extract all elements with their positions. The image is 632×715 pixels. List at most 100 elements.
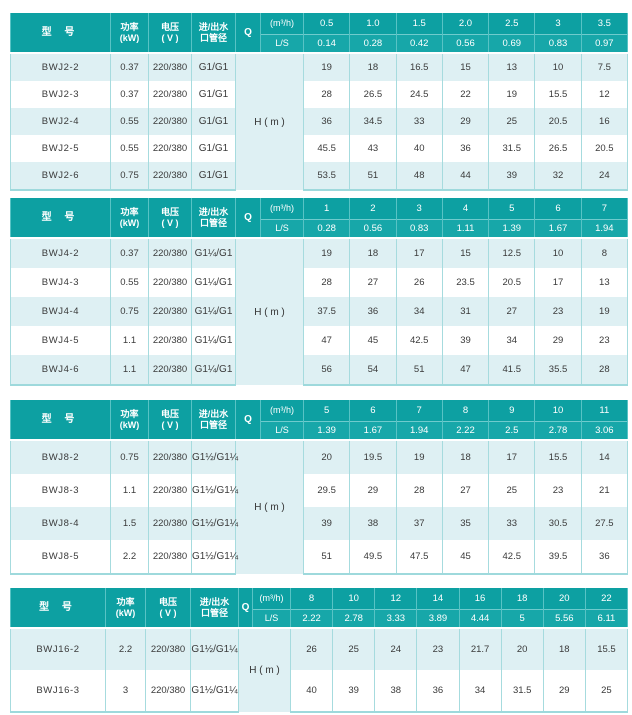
pipe-cell: G1/G1	[191, 135, 236, 162]
head-value-cell: 40	[395, 135, 443, 162]
head-value-cell: 24	[374, 627, 418, 670]
ls-value: 0.97	[580, 34, 629, 53]
head-value-cell: 34	[458, 670, 502, 713]
pipe-cell: G1½/G1¼	[190, 670, 239, 713]
head-value-cell: 25	[332, 627, 376, 670]
head-value-cell: 34	[488, 326, 536, 355]
head-value-cell: 29	[441, 108, 490, 135]
flow-value: 8	[289, 588, 334, 610]
head-value-cell: 15	[441, 52, 490, 81]
flow-value: 11	[580, 400, 629, 422]
voltage-cell: 220/380	[148, 268, 192, 297]
flow-value: 10	[332, 588, 376, 610]
power-cell: 0.37	[110, 52, 149, 81]
voltage-cell: 220/380	[145, 627, 191, 670]
flow-value: 2.0	[441, 13, 490, 35]
table-row: BWJ2-5 0.55 220/380 G1/G1 45.5 43 40 36 31.5 26.5…	[10, 135, 629, 162]
voltage-cell: 220/380	[148, 52, 192, 81]
head-value-cell: 42.5	[488, 540, 536, 575]
model-cell: BWJ8-3	[10, 474, 111, 507]
head-value-cell: 36	[441, 135, 490, 162]
model-cell: BWJ4-6	[10, 355, 111, 386]
ls-value: 5.56	[542, 609, 586, 628]
head-value-cell: 23	[534, 297, 582, 326]
table-row: BWJ8-5 2.2 220/380 G1½/G1¼ 51 49.5 47.5 45 42.5 3…	[10, 540, 629, 575]
ls-value: 1.39	[488, 219, 536, 238]
head-value-cell: 29	[349, 474, 397, 507]
flow-value: 16	[458, 588, 502, 610]
ls-value: 0.42	[395, 34, 443, 53]
model-cell: BWJ8-4	[10, 507, 111, 540]
head-value-cell: 8	[580, 237, 629, 268]
flow-value: 9	[488, 400, 536, 422]
pipe-cell: G1½/G1¼	[191, 439, 238, 474]
head-value-cell: 53.5	[302, 162, 351, 191]
head-value-cell: 44	[441, 162, 490, 191]
voltage-cell: 220/380	[148, 355, 192, 386]
head-value-cell: 36	[580, 540, 629, 575]
flow-value: 8	[441, 400, 490, 422]
head-value-cell: 31.5	[488, 135, 536, 162]
flow-value: 5	[302, 400, 351, 422]
head-value-cell: 25	[488, 474, 536, 507]
head-value-cell: 19	[395, 439, 443, 474]
flow-value: 6	[349, 400, 397, 422]
col-header-q: Q	[235, 400, 261, 440]
head-value-cell: 18	[542, 627, 586, 670]
pipe-cell: G1/G1	[191, 81, 236, 108]
model-cell: BWJ4-2	[10, 237, 111, 268]
head-value-cell: 19	[488, 81, 536, 108]
voltage-cell: 220/380	[148, 540, 192, 575]
power-cell: 1.1	[110, 355, 149, 386]
col-header-model: 型 号	[10, 198, 111, 238]
head-value-cell: 20	[302, 439, 351, 474]
ls-value: 4.44	[458, 609, 502, 628]
head-unit-cell: H ( m )	[235, 237, 304, 385]
head-value-cell: 38	[349, 507, 397, 540]
head-value-cell: 39	[488, 162, 536, 191]
head-value-cell: 19	[302, 237, 351, 268]
head-value-cell: 26	[289, 627, 334, 670]
flow-value: 7	[580, 198, 629, 220]
pipe-cell: G1¼/G1	[191, 237, 236, 268]
head-value-cell: 45	[349, 326, 397, 355]
ls-value: 3.89	[416, 609, 460, 628]
ls-value: 1.39	[302, 421, 351, 440]
head-value-cell: 36	[349, 297, 397, 326]
voltage-cell: 220/380	[145, 670, 191, 713]
ls-value: 0.56	[349, 219, 397, 238]
power-cell: 1.1	[110, 474, 149, 507]
head-unit-cell: H ( m )	[235, 439, 304, 574]
ls-value: 0.69	[488, 34, 536, 53]
voltage-cell: 220/380	[148, 162, 192, 191]
flow-value: 1.0	[349, 13, 397, 35]
head-value-cell: 42.5	[395, 326, 443, 355]
head-value-cell: 47	[302, 326, 351, 355]
col-header-voltage: 电压( V )	[148, 400, 192, 440]
pipe-cell: G1¼/G1	[191, 268, 236, 297]
flow-value: 14	[416, 588, 460, 610]
head-value-cell: 21.7	[458, 627, 502, 670]
head-value-cell: 29.5	[302, 474, 351, 507]
flow-value: 4	[441, 198, 490, 220]
col-header-model: 型 号	[10, 400, 111, 440]
flow-unit-label: (m³/h)	[260, 400, 304, 422]
power-cell: 0.55	[110, 135, 149, 162]
head-value-cell: 17	[534, 268, 582, 297]
ls-value: 3.06	[580, 421, 629, 440]
model-cell: BWJ4-4	[10, 297, 111, 326]
head-value-cell: 49.5	[349, 540, 397, 575]
power-cell: 0.37	[110, 81, 149, 108]
head-value-cell: 26.5	[534, 135, 582, 162]
head-value-cell: 25	[488, 108, 536, 135]
voltage-cell: 220/380	[148, 507, 192, 540]
ls-unit-label: L/S	[260, 219, 304, 238]
pipe-cell: G1/G1	[191, 108, 236, 135]
model-cell: BWJ2-6	[10, 162, 111, 191]
head-value-cell: 43	[349, 135, 397, 162]
head-value-cell: 32	[534, 162, 582, 191]
ls-value: 1.67	[349, 421, 397, 440]
pipe-cell: G1/G1	[191, 162, 236, 191]
table-row: BWJ2-6 0.75 220/380 G1/G1 53.5 51 48 44 39 32 24	[10, 162, 629, 191]
